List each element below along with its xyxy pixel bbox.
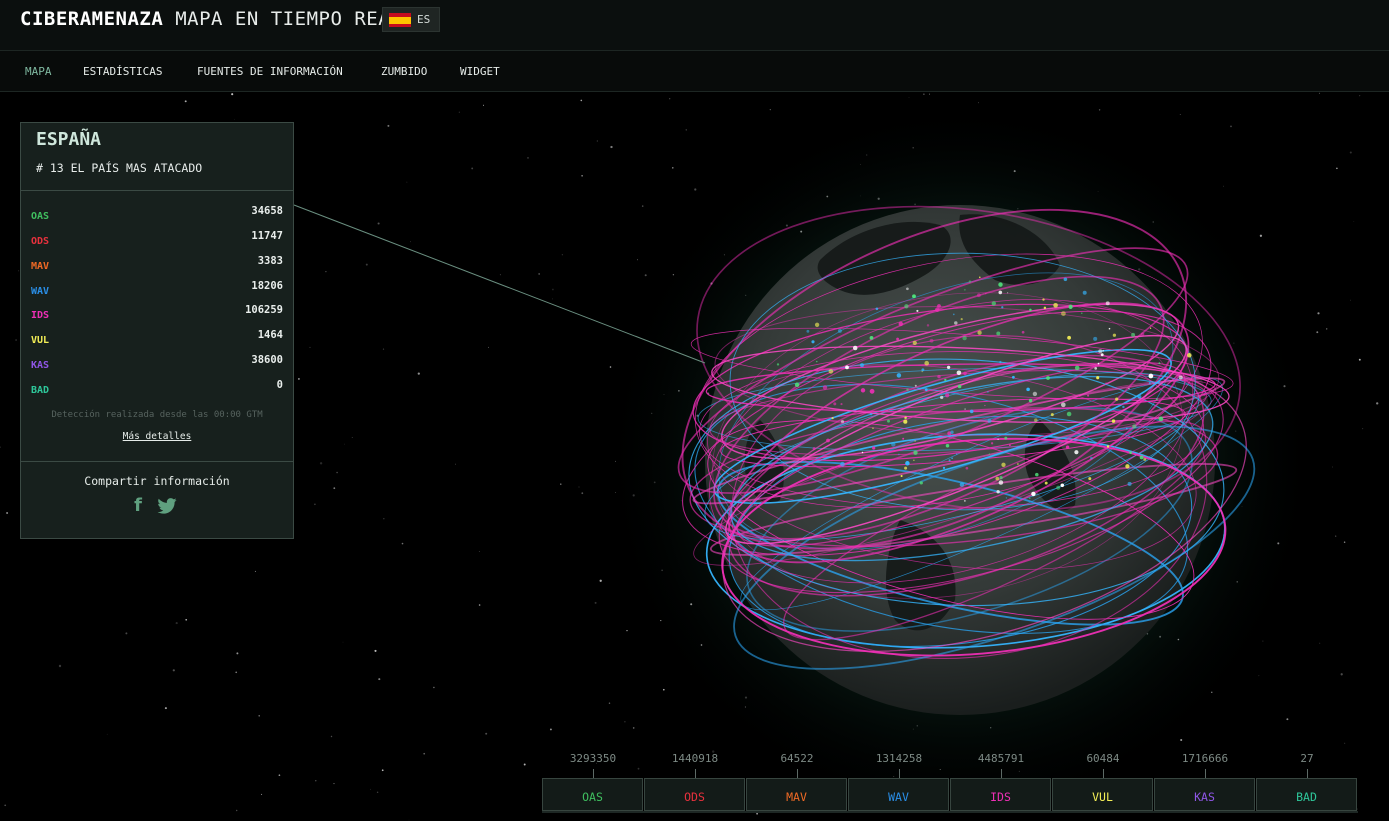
counter-tick — [797, 769, 798, 778]
detection-since-note: Detección realizada desde las 00:00 GTM — [51, 410, 263, 420]
counter-tick — [695, 769, 696, 778]
stat-label: ODS — [31, 236, 50, 247]
nav-item-sources[interactable]: FUENTES DE INFORMACIÓN — [197, 65, 343, 78]
country-name: ESPAÑA — [36, 129, 102, 150]
globe-canvas — [0, 92, 1379, 821]
stat-value: 38600 — [251, 354, 283, 366]
counter-tick — [1103, 769, 1104, 778]
threat-tab-label: OAS — [582, 790, 603, 804]
counter-baseline — [542, 811, 1358, 813]
app-title: CIBERAMENAZA MAPA EN TIEMPO REAL — [20, 8, 402, 30]
stat-label: WAV — [31, 286, 50, 297]
top-bar: CIBERAMENAZA MAPA EN TIEMPO REAL ES — [0, 0, 1389, 51]
country-rank: # 13 EL PAÍS MAS ATACADO — [36, 161, 203, 175]
attack-points — [776, 276, 1206, 502]
threat-tab-label: BAD — [1296, 790, 1317, 804]
threat-tab-oas[interactable]: OAS — [542, 778, 643, 811]
nav-item-widget[interactable]: WIDGET — [460, 65, 500, 78]
nav-item-statistics[interactable]: ESTADÍSTICAS — [83, 65, 163, 78]
continents — [744, 214, 1076, 631]
counter-value: 1314258 — [875, 752, 923, 765]
stat-label: KAS — [31, 360, 50, 371]
stat-row-bad: BAD 0 — [31, 379, 283, 399]
globe-map[interactable] — [0, 92, 1389, 821]
share-heading: Compartir información — [84, 474, 230, 488]
counter-tick — [593, 769, 594, 778]
brand-name: CIBERAMENAZA — [20, 8, 164, 30]
threat-tab-label: IDS — [990, 790, 1011, 804]
twitter-icon[interactable] — [157, 498, 177, 514]
stat-value: 1464 — [257, 329, 283, 341]
threat-tab-label: VUL — [1092, 790, 1113, 804]
counter-value: 3293350 — [569, 752, 617, 765]
divider — [21, 190, 293, 191]
counter-tick — [899, 769, 900, 778]
threat-tab-wav[interactable]: WAV — [848, 778, 949, 811]
threat-tab-vul[interactable]: VUL — [1052, 778, 1153, 811]
threat-tab-kas[interactable]: KAS — [1154, 778, 1255, 811]
stat-value: 3383 — [257, 255, 283, 267]
spain-flag-icon — [389, 13, 411, 27]
counter-tick — [1307, 769, 1308, 778]
counter-value: 60484 — [1086, 752, 1120, 765]
stat-value: 11747 — [251, 230, 283, 242]
stat-label: IDS — [31, 310, 50, 321]
language-selector[interactable]: ES — [382, 7, 440, 32]
stat-value: 18206 — [251, 280, 283, 292]
divider — [21, 461, 293, 462]
stat-value: 0 — [276, 379, 283, 391]
stat-row-ids: IDS 106259 — [31, 304, 283, 324]
threat-tab-label: ODS — [684, 790, 705, 804]
global-counters: 3293350 1440918 64522 1314258 4485791 60… — [542, 752, 1358, 821]
threat-tab-label: KAS — [1194, 790, 1215, 804]
threat-tab-label: WAV — [888, 790, 909, 804]
country-pointer-line — [293, 204, 706, 364]
counter-tick — [1205, 769, 1206, 778]
threat-tab-mav[interactable]: MAV — [746, 778, 847, 811]
brand-subtitle: MAPA EN TIEMPO REAL — [175, 8, 403, 30]
stat-row-ods: ODS 11747 — [31, 230, 283, 250]
counter-value: 1440918 — [671, 752, 719, 765]
counter-value: 64522 — [780, 752, 814, 765]
stat-label: MAV — [31, 261, 50, 272]
country-panel: ESPAÑA # 13 EL PAÍS MAS ATACADO OAS 3465… — [20, 122, 294, 539]
stat-row-mav: MAV 3383 — [31, 255, 283, 275]
nav-item-buzz[interactable]: ZUMBIDO — [381, 65, 428, 78]
stat-row-wav: WAV 18206 — [31, 280, 283, 300]
counter-value: 1716666 — [1181, 752, 1229, 765]
threat-tab-ids[interactable]: IDS — [950, 778, 1051, 811]
stat-label: OAS — [31, 211, 50, 222]
threat-tab-ods[interactable]: ODS — [644, 778, 745, 811]
counter-value: 27 — [1300, 752, 1314, 765]
nav-item-map[interactable]: MAPA — [25, 65, 52, 78]
counter-value: 4485791 — [977, 752, 1025, 765]
stat-row-oas: OAS 34658 — [31, 205, 283, 225]
more-details-link[interactable]: Más detalles — [122, 431, 192, 442]
threat-tab-bad[interactable]: BAD — [1256, 778, 1357, 811]
stat-value: 34658 — [251, 205, 283, 217]
stat-value: 106259 — [245, 304, 283, 316]
main-nav: MAPA ESTADÍSTICAS FUENTES DE INFORMACIÓN… — [0, 51, 1389, 92]
counter-tick — [1001, 769, 1002, 778]
stat-label: BAD — [31, 385, 50, 396]
stat-label: VUL — [31, 335, 50, 346]
language-code: ES — [417, 13, 431, 26]
stat-row-kas: KAS 38600 — [31, 354, 283, 374]
facebook-icon[interactable]: f — [134, 495, 142, 516]
threat-tab-label: MAV — [786, 790, 807, 804]
stat-row-vul: VUL 1464 — [31, 329, 283, 349]
